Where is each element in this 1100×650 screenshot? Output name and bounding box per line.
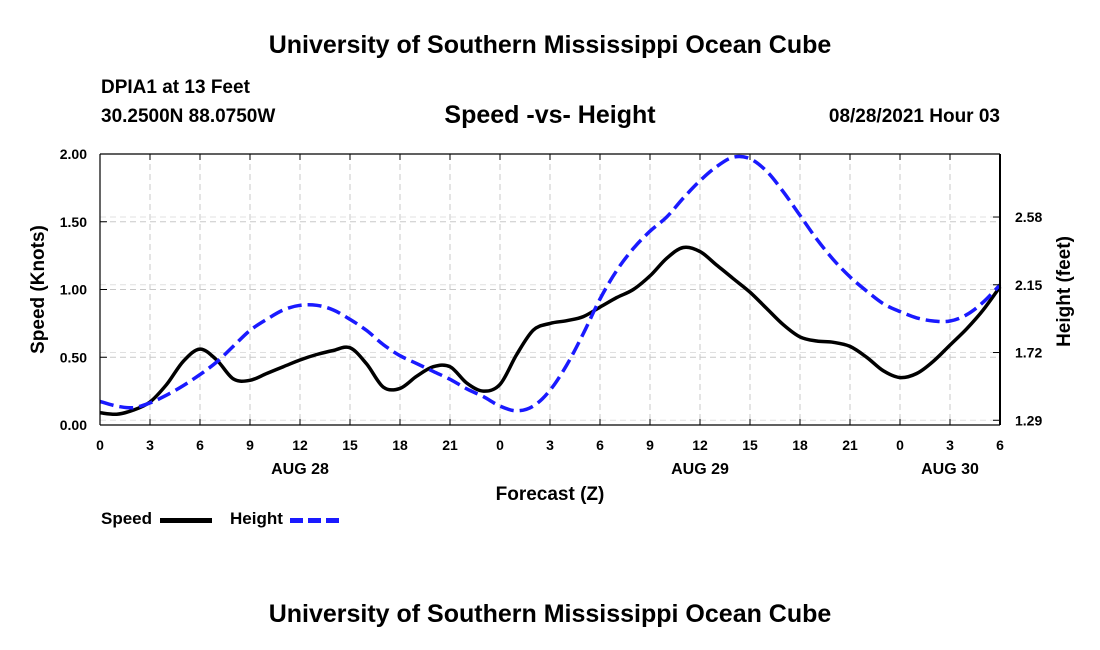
x-tick-label: 9 [646, 437, 654, 453]
x-tick-label: 0 [496, 437, 504, 453]
x-tick-label: 3 [146, 437, 154, 453]
series-layer [99, 154, 1002, 417]
y2-tick-label: 1.29 [1015, 412, 1042, 428]
y2-tick-label: 1.72 [1015, 345, 1042, 361]
x-tick-label: 12 [292, 437, 308, 453]
x-axis-title: Forecast (Z) [496, 484, 605, 505]
station-label: DPIA1 at 13 Feet [101, 77, 250, 98]
x-tick-label: 9 [246, 437, 254, 453]
y-axis-title: Speed (Knots) [28, 225, 49, 354]
date-label: AUG 29 [671, 461, 729, 478]
date-label: AUG 28 [271, 461, 329, 478]
y2-axis-title: Height (feet) [1054, 236, 1075, 347]
date-label: AUG 30 [921, 461, 979, 478]
x-tick-label: 3 [546, 437, 554, 453]
y-tick-label: 0.00 [60, 417, 87, 433]
x-tick-label: 0 [96, 437, 104, 453]
axes-layer [99, 153, 1001, 426]
x-tick-label: 15 [742, 437, 758, 453]
speed-series-line [99, 245, 1002, 417]
forecast-datetime: 08/28/2021 Hour 03 [828, 106, 1000, 127]
x-tick-label: 18 [792, 437, 808, 453]
y-tick-label: 0.50 [60, 349, 87, 365]
height-series-line [99, 154, 1002, 413]
y2-tick-label: 2.58 [1015, 209, 1042, 225]
y2-tick-label: 2.15 [1015, 277, 1042, 293]
chart-title: Speed -vs- Height [444, 101, 656, 129]
x-tick-label: 6 [596, 437, 604, 453]
x-tick-label: 6 [196, 437, 204, 453]
legend-height-swatch [290, 518, 342, 523]
x-tick-label: 0 [896, 437, 904, 453]
y-tick-label: 2.00 [60, 146, 87, 162]
legend-height-label: Height [230, 509, 283, 528]
x-tick-label: 6 [996, 437, 1004, 453]
coordinates-label: 30.2500N 88.0750W [101, 106, 276, 127]
x-tick-label: 18 [392, 437, 408, 453]
legend-speed-swatch [160, 518, 212, 523]
x-tick-label: 21 [442, 437, 458, 453]
y-tick-label: 1.00 [60, 282, 87, 298]
x-tick-label: 12 [692, 437, 708, 453]
bottom-title: University of Southern Mississippi Ocean… [268, 600, 832, 628]
x-tick-label: 15 [342, 437, 358, 453]
top-title: University of Southern Mississippi Ocean… [268, 31, 832, 59]
x-tick-label: 21 [842, 437, 858, 453]
y-tick-label: 1.50 [60, 214, 87, 230]
labels-layer: 0 3 6 9 12 15 18 21 0 3 6 9 12 15 18 21 0 3 6 0.00 0.50 1.00 1… [28, 146, 1075, 505]
legend-speed-label: Speed [101, 509, 153, 528]
x-tick-label: 3 [946, 437, 954, 453]
